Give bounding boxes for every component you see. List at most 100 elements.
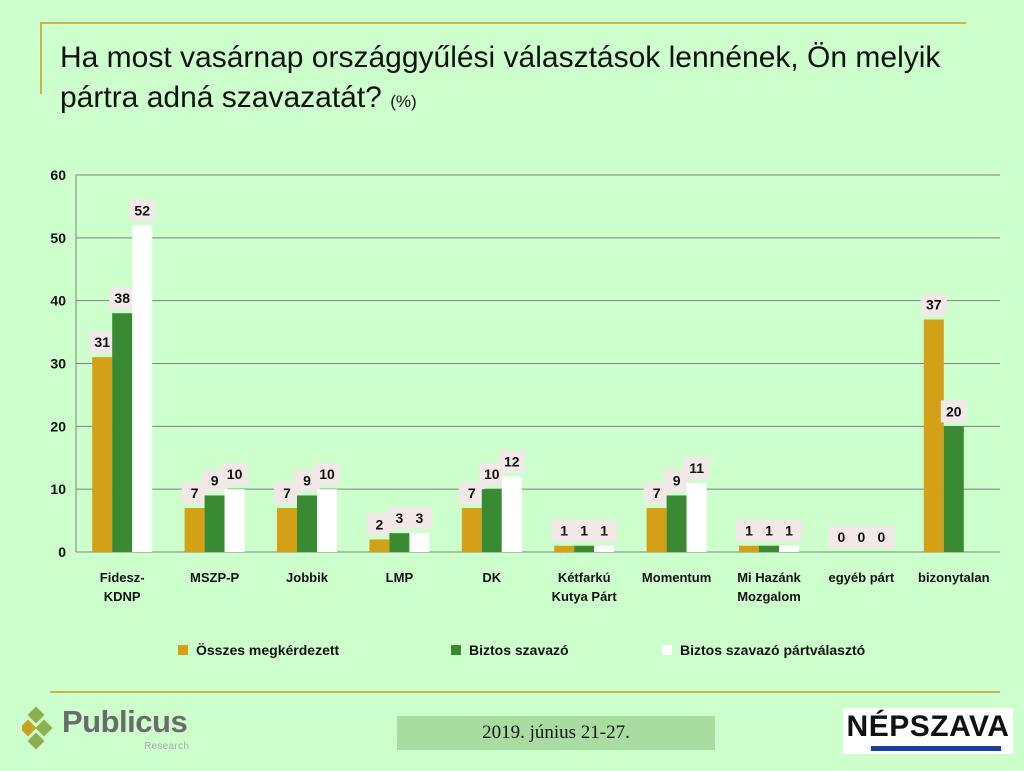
data-label: 10: [484, 466, 500, 482]
bar: [501, 476, 522, 552]
y-tick-label: 30: [50, 356, 66, 372]
logo-name: Publicus: [62, 704, 188, 739]
data-label-box: [221, 463, 248, 486]
x-tick-label: Mi Hazánk: [737, 570, 801, 585]
legend-item: Biztos szavazó pártválasztó: [662, 642, 865, 658]
data-label-box: [848, 526, 875, 548]
data-label: 3: [396, 510, 404, 526]
data-label: 38: [114, 290, 130, 306]
x-tick-label: Mozgalom: [737, 589, 801, 604]
data-label-box: [663, 469, 690, 492]
data-label-box: [129, 199, 156, 222]
data-label-box: [201, 469, 228, 492]
legend-label: Biztos szavazó pártválasztó: [680, 642, 866, 658]
bar: [277, 508, 297, 552]
data-label: 1: [765, 523, 773, 539]
bar: [317, 489, 337, 552]
legend-swatch: [451, 645, 461, 655]
bar: [409, 533, 430, 552]
bar: [554, 545, 575, 552]
legend-item: Biztos szavazó: [451, 642, 569, 658]
data-label-box: [294, 469, 320, 492]
y-tick-label: 10: [50, 481, 66, 497]
y-tick-label: 60: [50, 167, 66, 183]
data-label: 7: [653, 485, 661, 501]
data-label-box: [406, 507, 433, 530]
partner-bar: [871, 746, 1001, 751]
x-tick-label: bizonytalan: [918, 570, 990, 585]
data-label-box: [591, 519, 618, 542]
data-label: 9: [211, 472, 219, 488]
x-tick-label: LMP: [386, 570, 414, 585]
data-label-box: [89, 331, 116, 354]
data-label: 1: [600, 523, 608, 539]
x-tick-label: KDNP: [104, 589, 141, 604]
data-label-box: [736, 519, 762, 542]
data-label-box: [920, 293, 947, 316]
y-tick-label: 20: [50, 418, 66, 434]
bar: [461, 508, 482, 552]
bar: [369, 539, 390, 552]
top-rule: [40, 22, 966, 24]
bar: [132, 225, 153, 552]
data-label: 1: [745, 523, 753, 539]
data-label: 7: [191, 485, 199, 501]
bottom-rule: [50, 691, 1000, 693]
bar: [646, 508, 667, 552]
title-unit: (%): [390, 92, 417, 111]
data-label-box: [643, 482, 670, 505]
publicus-logo: [22, 706, 53, 750]
legend-label: Biztos szavazó: [469, 642, 569, 658]
data-label-box: [551, 519, 578, 542]
bar: [481, 489, 502, 552]
data-label: 9: [303, 472, 311, 488]
legend: Összes megkérdezett Biztos szavazó Biztos …: [0, 642, 1024, 666]
data-label: 7: [283, 485, 291, 501]
data-label: 3: [416, 510, 424, 526]
data-label-box: [683, 456, 710, 479]
left-rule: [40, 22, 42, 94]
logo-sub: Research: [144, 741, 190, 752]
bar: [112, 313, 133, 552]
x-tick-label: Momentum: [642, 570, 711, 585]
legend-label: Összes megkérdezett: [196, 642, 340, 658]
data-label: 0: [838, 529, 846, 545]
data-label: 11: [689, 460, 704, 476]
legend-item: Összes megkérdezett: [178, 642, 339, 658]
partner-name: NÉPSZAVA: [846, 710, 1010, 743]
data-label: 37: [926, 297, 942, 313]
date-label: 2019. június 21-27.: [397, 716, 715, 750]
bar: [923, 319, 944, 552]
data-label: 10: [319, 466, 335, 482]
x-tick-label: DK: [482, 570, 501, 585]
y-tick-label: 40: [50, 293, 66, 309]
data-label: 2: [376, 516, 384, 532]
data-label: 7: [468, 485, 476, 501]
data-label-box: [366, 513, 393, 536]
bar: [204, 495, 225, 552]
data-label: 9: [673, 472, 681, 488]
bar: [739, 545, 759, 552]
data-label-box: [756, 519, 782, 542]
y-tick-label: 50: [50, 230, 66, 246]
bar: [297, 495, 317, 552]
data-label-box: [776, 519, 802, 542]
x-tick-label: Kétfarkú: [558, 570, 611, 585]
data-label-box: [571, 519, 598, 542]
bar: [574, 545, 595, 552]
bar: [666, 495, 687, 552]
data-label-box: [940, 400, 967, 423]
x-tick-label: MSZP-P: [190, 570, 239, 585]
chart-title: Ha most vasárnap országgyűlési választás…: [60, 38, 1000, 122]
data-label: 31: [94, 334, 110, 350]
data-label: 12: [504, 454, 520, 470]
x-tick-label: Fidesz-: [100, 570, 145, 585]
data-label-box: [314, 463, 340, 486]
bar: [594, 545, 615, 552]
y-tick-label: 0: [58, 544, 66, 560]
data-label: 20: [946, 403, 962, 419]
bar: [686, 482, 707, 552]
legend-swatch: [662, 645, 672, 655]
data-label: 52: [134, 202, 150, 218]
